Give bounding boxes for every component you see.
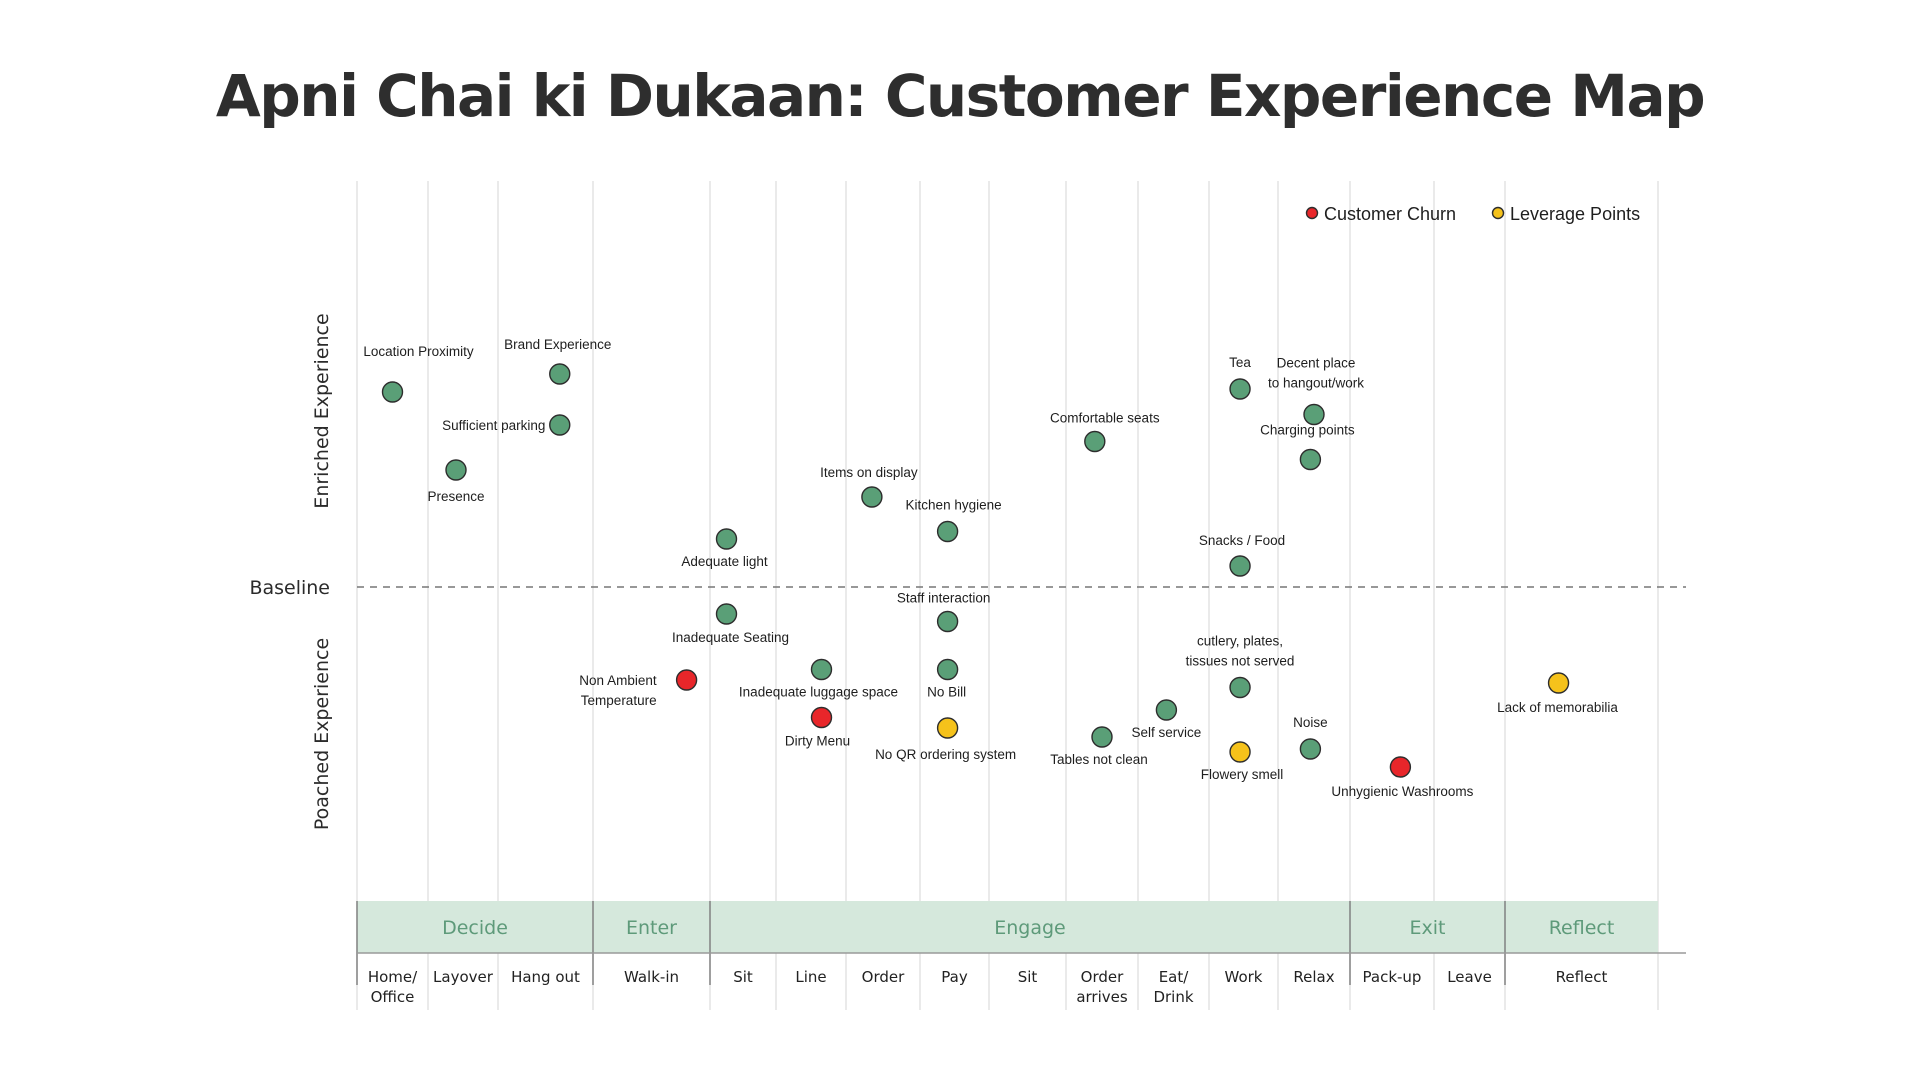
step-label: Order arrives bbox=[1076, 968, 1128, 1006]
legend-swatch bbox=[1305, 206, 1319, 220]
step-label: Home/Office bbox=[368, 968, 418, 1006]
page-title: Apni Chai ki Dukaan: Customer Experience… bbox=[215, 62, 1706, 130]
point-inadequate-seating bbox=[715, 603, 738, 625]
step-label: Order bbox=[862, 968, 905, 986]
step-label: Layover bbox=[433, 968, 494, 986]
label-kitchen-hygiene: Kitchen hygiene bbox=[906, 498, 1002, 513]
phase-label-decide: Decide bbox=[442, 917, 508, 939]
step-label: Relax bbox=[1293, 968, 1334, 986]
step-label: Eat/Drink bbox=[1153, 968, 1193, 1006]
label-self-service: Self service bbox=[1132, 725, 1202, 740]
label-flowery-smell: Flowery smell bbox=[1201, 767, 1284, 782]
step-label: Reflect bbox=[1556, 968, 1608, 986]
step-label: Work bbox=[1225, 968, 1263, 986]
point-items-on-display bbox=[861, 486, 883, 508]
label-staff-interaction: Staff interaction bbox=[897, 591, 991, 606]
point-decent-place-to-hangout-work bbox=[1303, 403, 1325, 426]
point-unhygienic-washrooms bbox=[1389, 756, 1412, 778]
label-inadequate-seating: Inadequate Seating bbox=[672, 630, 789, 645]
label-charging-points: Charging points bbox=[1260, 423, 1355, 438]
point-snacks-food bbox=[1229, 555, 1251, 577]
label-items-on-display: Items on display bbox=[820, 465, 918, 480]
step-label: Walk-in bbox=[624, 968, 679, 986]
point-tea bbox=[1229, 378, 1251, 400]
point-adequate-light bbox=[715, 528, 738, 550]
point-no-qr-ordering-system bbox=[936, 717, 959, 739]
phase-bar: Decide Enter Engage Exit Reflect bbox=[356, 901, 1686, 985]
baseline-label: Baseline bbox=[249, 577, 330, 599]
step-label: Leave bbox=[1447, 968, 1492, 986]
label-location-proximity: Location Proximity bbox=[363, 344, 474, 359]
label-unhygienic-washrooms: Unhygienic Washrooms bbox=[1331, 784, 1473, 799]
point-sufficient-parking bbox=[549, 414, 571, 436]
point-charging-points bbox=[1299, 448, 1322, 471]
label-sufficient-parking: Sufficient parking bbox=[442, 418, 545, 433]
point-comfortable-seats bbox=[1084, 430, 1106, 453]
point-presence bbox=[445, 459, 467, 481]
step-label: Hang out bbox=[511, 968, 580, 986]
point-noise bbox=[1299, 738, 1322, 760]
step-label: Sit bbox=[733, 968, 753, 986]
axis-titles: Enriched Experience Poached Experience Bas… bbox=[249, 313, 333, 830]
legend: Customer Churn Leverage Points bbox=[1305, 204, 1640, 224]
step-labels: Home/Office Layover Hang out Walk-in Sit Line… bbox=[368, 968, 1608, 1006]
point-tables-not-clean bbox=[1091, 726, 1113, 748]
legend-swatch bbox=[1491, 206, 1505, 220]
point-flowery-smell bbox=[1229, 741, 1251, 763]
phase-label-exit: Exit bbox=[1410, 917, 1446, 939]
poached-axis-label: Poached Experience bbox=[311, 638, 333, 830]
point-dirty-menu bbox=[810, 706, 833, 729]
point-non-ambient-temperature bbox=[675, 669, 698, 691]
step-label: Pack-up bbox=[1363, 968, 1422, 986]
label-cutlery-plates-tissues-not-served: cutlery, plates, tissues not served bbox=[1186, 634, 1295, 669]
step-label: Pay bbox=[941, 968, 968, 986]
legend-label: Leverage Points bbox=[1510, 204, 1640, 224]
label-noise: Noise bbox=[1293, 715, 1328, 730]
label-no-bill: No Bill bbox=[927, 685, 966, 700]
point-self-service bbox=[1155, 699, 1178, 721]
phase-band bbox=[357, 901, 1658, 953]
phase-label-enter: Enter bbox=[626, 917, 677, 939]
touchpoints: Location Proximity Brand Experience Suffic… bbox=[363, 337, 1618, 799]
point-no-bill bbox=[936, 658, 959, 681]
label-tea: Tea bbox=[1229, 355, 1251, 370]
label-non-ambient-temperature: Non Ambient Temperature bbox=[579, 673, 657, 708]
point-inadequate-luggage-space bbox=[810, 658, 833, 681]
step-label: Line bbox=[795, 968, 826, 986]
point-location-proximity bbox=[381, 381, 404, 403]
grid-lines bbox=[356, 181, 1686, 1010]
label-comfortable-seats: Comfortable seats bbox=[1050, 411, 1160, 426]
point-cutlery-plates-tissues-not-served bbox=[1229, 676, 1251, 699]
label-adequate-light: Adequate light bbox=[681, 554, 768, 569]
phase-label-reflect: Reflect bbox=[1549, 917, 1615, 939]
label-lack-of-memorabilia: Lack of memorabilia bbox=[1497, 700, 1618, 715]
label-dirty-menu: Dirty Menu bbox=[785, 734, 850, 749]
point-brand-experience bbox=[549, 363, 571, 385]
point-staff-interaction bbox=[936, 610, 959, 633]
label-decent-place-to-hangout-work: Decent place to hangout/work bbox=[1268, 356, 1364, 391]
label-inadequate-luggage-space: Inadequate luggage space bbox=[739, 685, 898, 700]
point-lack-of-memorabilia bbox=[1547, 672, 1570, 694]
label-no-qr-ordering-system: No QR ordering system bbox=[875, 747, 1016, 762]
label-brand-experience: Brand Experience bbox=[504, 337, 611, 352]
label-tables-not-clean: Tables not clean bbox=[1050, 752, 1148, 767]
enriched-axis-label: Enriched Experience bbox=[311, 313, 333, 508]
phase-label-engage: Engage bbox=[994, 917, 1066, 939]
step-label: Sit bbox=[1018, 968, 1038, 986]
point-kitchen-hygiene bbox=[936, 520, 959, 543]
legend-label: Customer Churn bbox=[1324, 204, 1456, 224]
label-snacks-food: Snacks / Food bbox=[1199, 533, 1285, 548]
label-presence: Presence bbox=[427, 489, 484, 504]
